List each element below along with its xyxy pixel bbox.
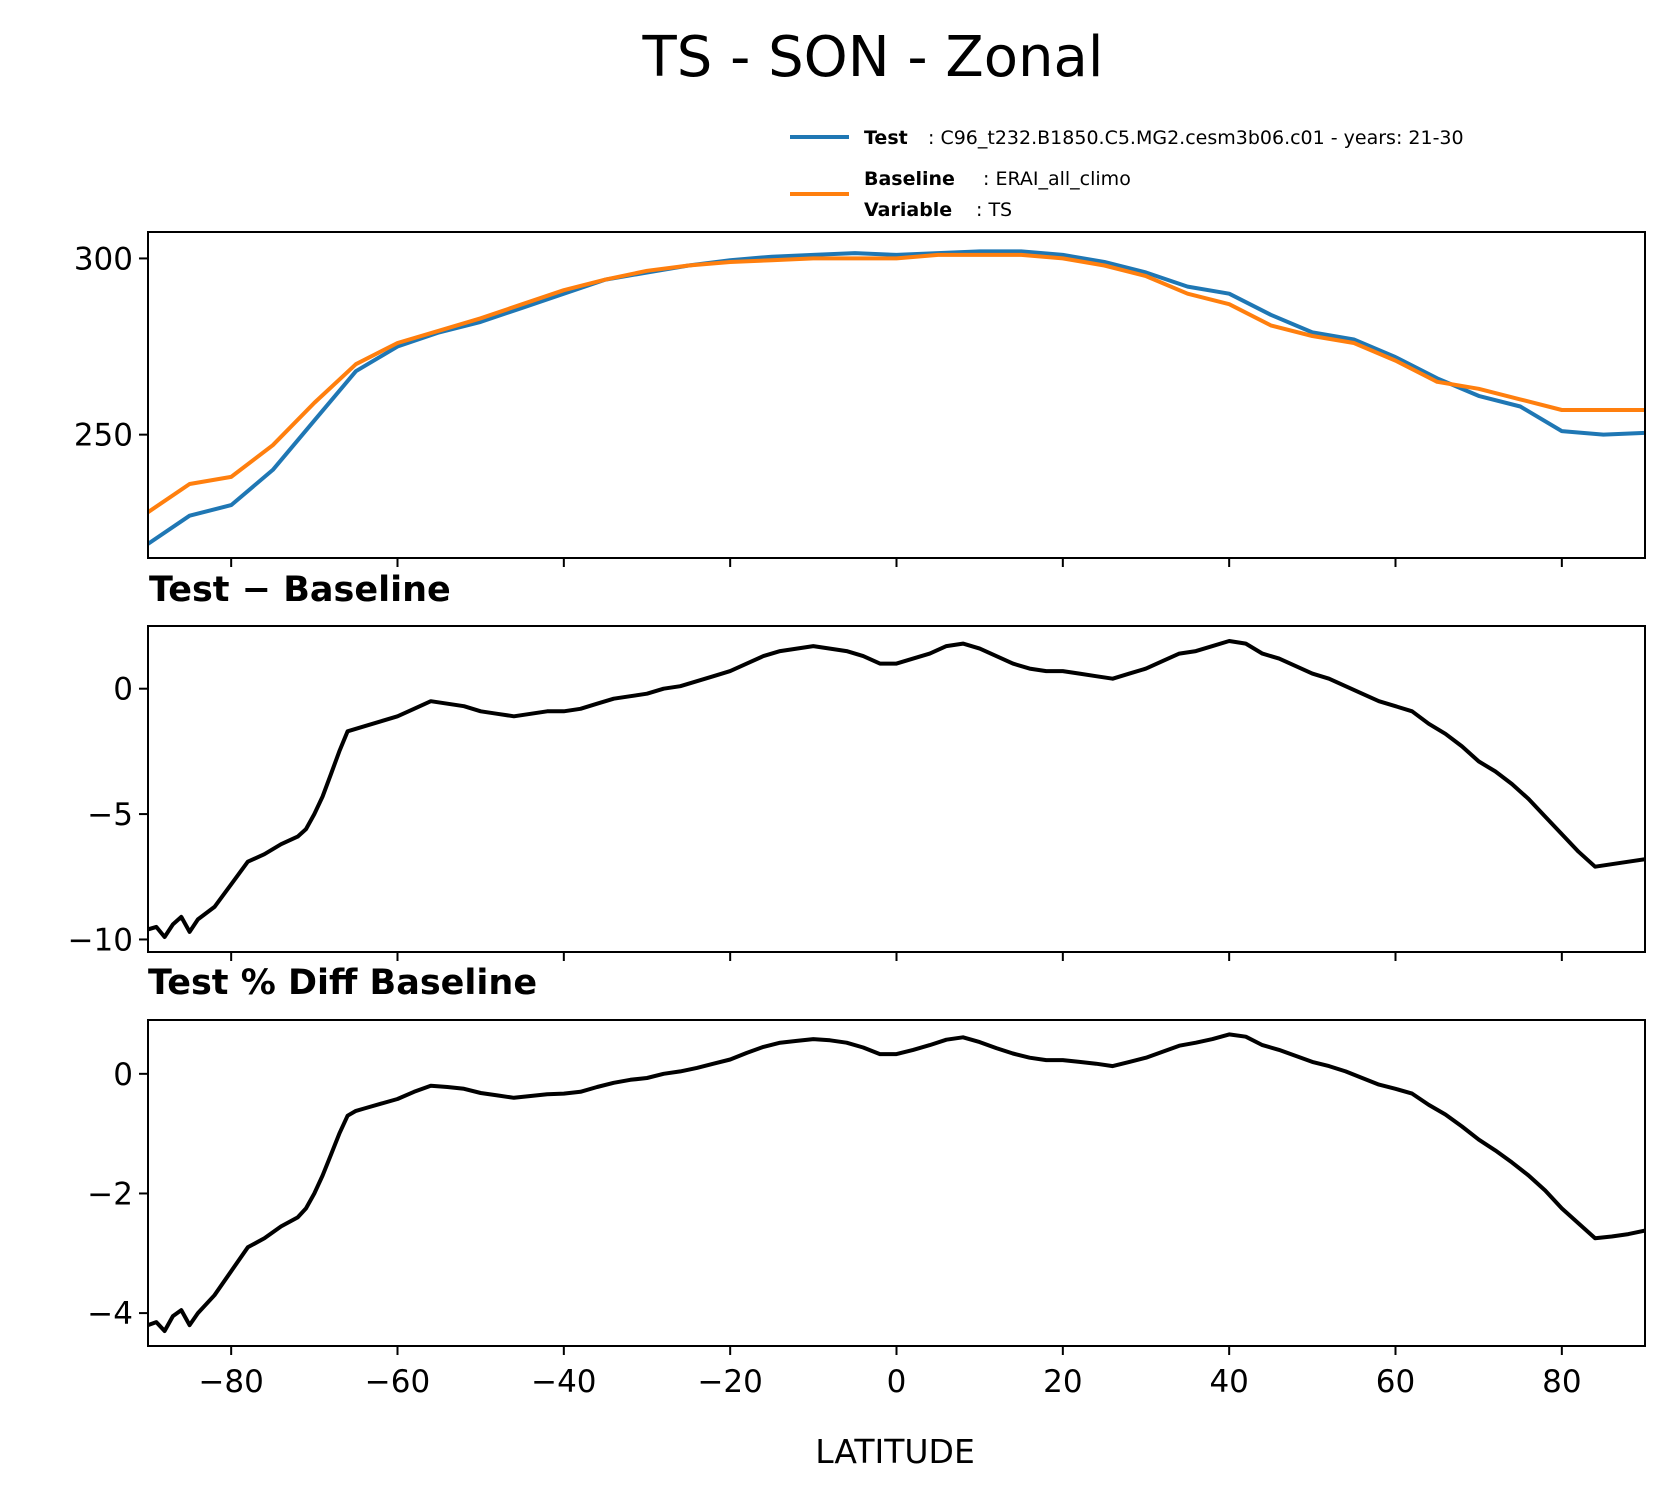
panel2-y-tick-label: −4 [87, 1296, 133, 1332]
x-tick-label: −80 [198, 1364, 263, 1400]
panel-diff: Test − Baseline −10 −5 0 [68, 570, 1646, 961]
figure-title: TS - SON - Zonal [642, 25, 1104, 90]
panel0-series-test-line [148, 249, 1645, 546]
x-tick-label: 40 [1209, 1364, 1248, 1400]
panel1-y-tick-label: −10 [68, 922, 133, 958]
legend-baseline-value: : ERAI_all_climo [983, 168, 1131, 190]
x-tick-label: −20 [697, 1364, 762, 1400]
legend-baseline-key: Baseline [864, 168, 955, 190]
legend: Test : C96_t232.B1850.C5.MG2.cesm3b06.c0… [790, 127, 1464, 221]
panel-diff-frame [147, 625, 1646, 953]
x-axis-label: LATITUDE [815, 1432, 975, 1471]
panel1-series-diff-line [148, 639, 1645, 939]
legend-variable-key: Variable [864, 199, 952, 221]
panel-diff-title: Test − Baseline [149, 570, 451, 610]
legend-test-key: Test [864, 127, 908, 149]
panel0-y-tick-label: 250 [74, 418, 133, 454]
panel2-series-diff-line [148, 1032, 1645, 1333]
panel-pct-diff-title: Test % Diff Baseline [148, 963, 537, 1003]
panel2-y-tick-label: 0 [113, 1057, 133, 1093]
x-tick-label: −40 [531, 1364, 596, 1400]
panel0-y-tick-label: 300 [74, 241, 133, 277]
panel2-y-tick-label: −2 [87, 1176, 133, 1212]
panel-pct-diff-frame [147, 1019, 1646, 1347]
x-tick-label: 60 [1376, 1364, 1415, 1400]
panel-ts: 250 300 [74, 231, 1646, 567]
x-tick-label: 80 [1542, 1364, 1581, 1400]
x-tick-label: 0 [887, 1364, 907, 1400]
panel0-series-baseline-line [148, 252, 1645, 514]
panel1-y-tick-label: −5 [87, 797, 133, 833]
x-tick-label: 20 [1043, 1364, 1082, 1400]
panel-pct-diff: Test % Diff Baseline −4−20−80 −60 −40 −20 0 2… [87, 963, 1646, 1400]
x-tick-label: −60 [365, 1364, 430, 1400]
panel1-y-tick-label: 0 [113, 672, 133, 708]
legend-variable-value: : TS [976, 199, 1012, 221]
legend-test-value: : C96_t232.B1850.C5.MG2.cesm3b06.c01 - y… [928, 127, 1464, 149]
panel-ts-frame [147, 231, 1646, 559]
